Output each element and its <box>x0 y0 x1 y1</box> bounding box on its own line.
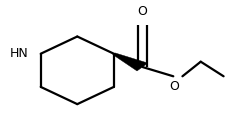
Text: HN: HN <box>10 47 28 60</box>
Text: O: O <box>169 80 179 93</box>
Text: O: O <box>137 5 147 18</box>
Polygon shape <box>112 53 147 71</box>
